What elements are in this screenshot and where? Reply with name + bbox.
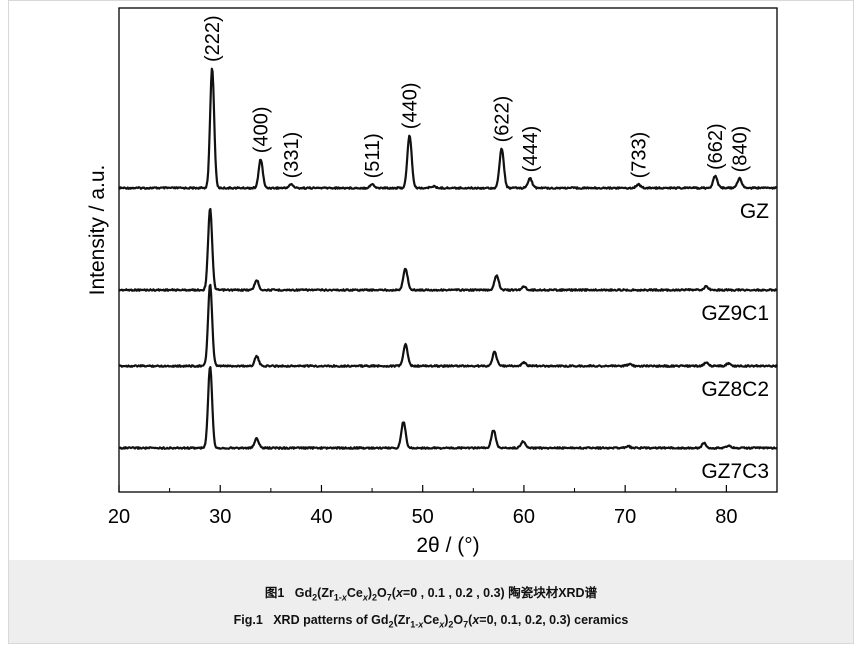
caption-cn-text: O [377,586,387,600]
xrd-chart: 20 30 40 50 60 70 80 2θ / (°) Intensity / a.u. GZ… [86,7,778,557]
caption-en-var: x [472,613,480,627]
peak-annotation: (733) [628,132,650,179]
caption-cn-var: x [341,592,347,603]
caption-en-text: =0, 0.1, 0.2, 0.3) ceramics [479,613,629,627]
caption-cn-var: x [362,592,368,603]
peak-annotation: (440) [400,82,422,129]
series-label: GZ8C2 [701,378,769,401]
peak-annotation: (840) [730,126,752,173]
peak-annotation: (400) [251,106,273,153]
y-axis-label: Intensity / a.u. [86,165,109,296]
caption-cn-text: =0 , 0.1 , 0.2 , 0.3) 陶瓷块材XRD谱 [402,586,598,600]
peak-annotation: (622) [492,96,514,143]
x-tick-label: 80 [715,506,737,528]
peak-annotation: (511) [362,133,384,178]
x-axis-label: 2θ / (°) [416,534,479,557]
x-tick-label: 50 [412,506,434,528]
x-tick-label: 30 [209,506,231,528]
series-line-gz7c3 [118,366,778,450]
series-label: GZ7C3 [701,460,769,483]
caption-cn-sub: 2 [312,592,318,603]
caption-cn-sub: 7 [386,592,392,603]
caption-band: 图1 Gd2(Zr1-xCex)2O7(x=0 , 0.1 , 0.2 , 0.… [9,560,853,643]
peak-annotation: (444) [520,126,542,173]
x-tick-label: 60 [513,506,535,528]
caption-en-prefix: Fig.1 [233,613,263,627]
caption-en-sub: 1- [410,619,419,630]
caption-en-text: Ce [423,613,440,627]
caption-en-var: x [418,619,424,630]
series-label: GZ9C1 [701,302,769,325]
caption-cn-prefix: 图1 [264,586,285,600]
peak-annotation: (662) [705,123,727,170]
caption-en-text: (Zr [393,613,411,627]
caption-english: Fig.1 XRD patterns of Gd2(Zr1-xCex)2O7(x… [9,613,853,630]
caption-en-var: x [439,619,445,630]
caption-cn-text: ( [391,586,396,600]
series-label: GZ [740,200,769,223]
caption-en-sub: 2 [448,619,454,630]
caption-cn-text: ) [367,586,373,600]
caption-en-text: O [453,613,464,627]
caption-cn-sub: 2 [372,592,378,603]
caption-en-text: XRD patterns of Gd [273,613,389,627]
caption-en-text: ( [468,613,473,627]
caption-en-sub: 7 [463,619,469,630]
series-line-gz9c1 [118,207,778,292]
x-tick-label: 70 [614,506,636,528]
caption-cn-text: (Zr [317,586,334,600]
caption-en-text: ) [444,613,449,627]
caption-cn-var: x [395,586,403,600]
caption-cn-text: Gd [294,586,313,600]
caption-cn-sub: 1- [333,592,342,603]
caption-cn-text: Ce [346,586,363,600]
series-line-gz8c2 [118,283,778,368]
series-line-gz [118,67,778,190]
caption-chinese: 图1 Gd2(Zr1-xCex)2O7(x=0 , 0.1 , 0.2 , 0.… [9,582,853,603]
x-tick-label: 20 [108,506,130,528]
figure-frame [8,0,854,644]
caption-en-sub: 2 [388,619,394,630]
x-tick-label: 40 [310,506,332,528]
peak-annotation: (331) [281,132,303,179]
plot-frame [118,7,778,493]
peak-annotation: (222) [202,15,224,62]
